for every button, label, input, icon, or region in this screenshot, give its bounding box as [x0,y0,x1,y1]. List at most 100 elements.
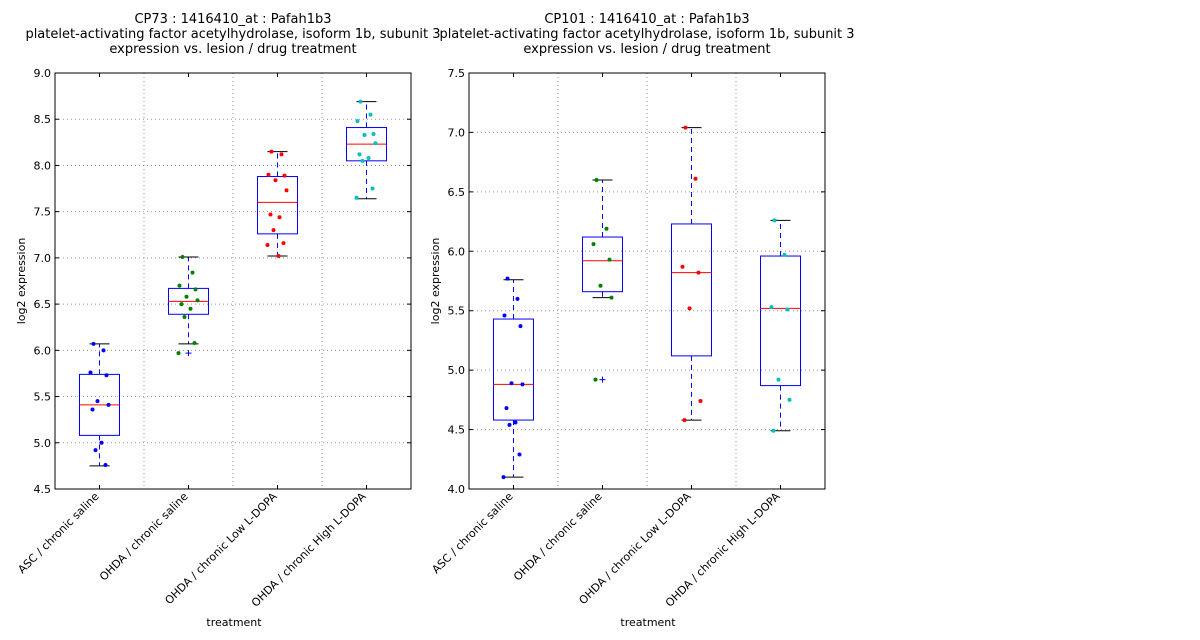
data-point [101,348,106,353]
y-tick-label: 6.0 [34,344,52,357]
data-point [787,397,792,402]
data-point [698,399,703,404]
data-point [268,212,273,217]
chart-title-line: platelet-activating factor acetylhydrola… [439,27,854,42]
data-point [594,177,599,182]
data-point [696,270,701,275]
y-tick-label: 4.5 [448,424,466,437]
data-point [785,307,790,312]
data-point [366,156,371,161]
data-point [604,226,609,231]
y-axis-label: log2 expression [15,238,28,325]
data-point [273,178,278,183]
box-iqr [671,223,712,357]
data-point [373,141,378,146]
data-point [371,132,376,137]
data-point [266,172,271,177]
data-point [504,406,509,411]
data-point [683,125,688,130]
data-point [279,152,284,157]
data-point [95,399,100,404]
box-2 [582,179,623,383]
x-axis-label: treatment [620,616,676,629]
y-tick-label: 5.0 [448,364,466,377]
y-tick-label: 5.5 [34,391,52,404]
data-point [177,283,182,288]
data-point [517,452,522,457]
plot-frame [54,72,412,490]
data-point [281,241,286,246]
box-3 [257,151,298,257]
plot-frame [468,72,826,490]
y-tick-label: 8.0 [34,159,52,172]
data-point [90,407,95,412]
box-1 [493,279,534,478]
data-point [277,215,282,220]
data-point [591,242,596,247]
data-point [103,462,108,467]
y-tick-label: 4.0 [448,483,466,496]
data-point [104,373,109,378]
y-axis-label: log2 expression [429,238,442,325]
data-point [180,254,185,259]
chart-title-line: CP101 : 1416410_at : Pafah1b3 [544,12,749,27]
y-tick-label: 6.5 [448,186,466,199]
data-point [184,294,189,299]
data-point [269,149,274,154]
y-tick-label: 7.0 [448,126,466,139]
data-point [193,287,198,292]
data-point [518,324,523,329]
x-tick-label: ASC / chronic saline [15,490,101,576]
data-point [687,306,692,311]
data-point [284,188,289,193]
data-point [362,132,367,137]
y-tick-label: 8.5 [34,113,52,126]
data-point [357,152,362,157]
data-point [182,315,187,320]
x-axis-label: treatment [206,616,262,629]
data-point [502,313,507,318]
data-point [99,440,104,445]
x-tick-label: ASC / chronic saline [429,490,515,576]
data-point [358,99,363,104]
data-point [782,252,787,257]
data-point [772,218,777,223]
data-point [771,428,776,433]
data-point [93,448,98,453]
data-point [368,112,373,117]
box-iqr [493,318,534,421]
chart-title-line: expression vs. lesion / drug treatment [109,42,356,57]
data-point [88,370,93,375]
box-iqr [257,176,298,235]
chart-panel-2: CP101 : 1416410_at : Pafah1b3platelet-ac… [429,12,855,629]
data-point [505,276,510,281]
data-point [507,422,512,427]
data-point [370,186,375,191]
box-iqr [582,236,623,293]
data-point [515,296,520,301]
box-1 [79,343,120,467]
data-point [520,382,525,387]
y-tick-label: 7.5 [448,67,466,80]
data-point [190,270,195,275]
data-point [276,254,281,259]
box-4 [760,219,801,432]
data-point [769,305,774,310]
data-point [282,173,287,178]
data-point [265,242,270,247]
box-2 [168,256,209,357]
chart-title-line: expression vs. lesion / drug treatment [523,42,770,57]
data-point [188,306,193,311]
y-tick-label: 5.5 [448,305,466,318]
chart-panel-1: CP73 : 1416410_at : Pafah1b3platelet-act… [15,12,441,629]
data-point [355,119,360,124]
box-3 [671,127,712,421]
data-point [609,295,614,300]
data-point [91,341,96,346]
chart-title-line: platelet-activating factor acetylhydrola… [25,27,440,42]
x-tick-label: OHDA / chronic saline [511,490,605,584]
data-point [509,381,514,386]
data-point [106,402,111,407]
data-point [192,340,197,345]
